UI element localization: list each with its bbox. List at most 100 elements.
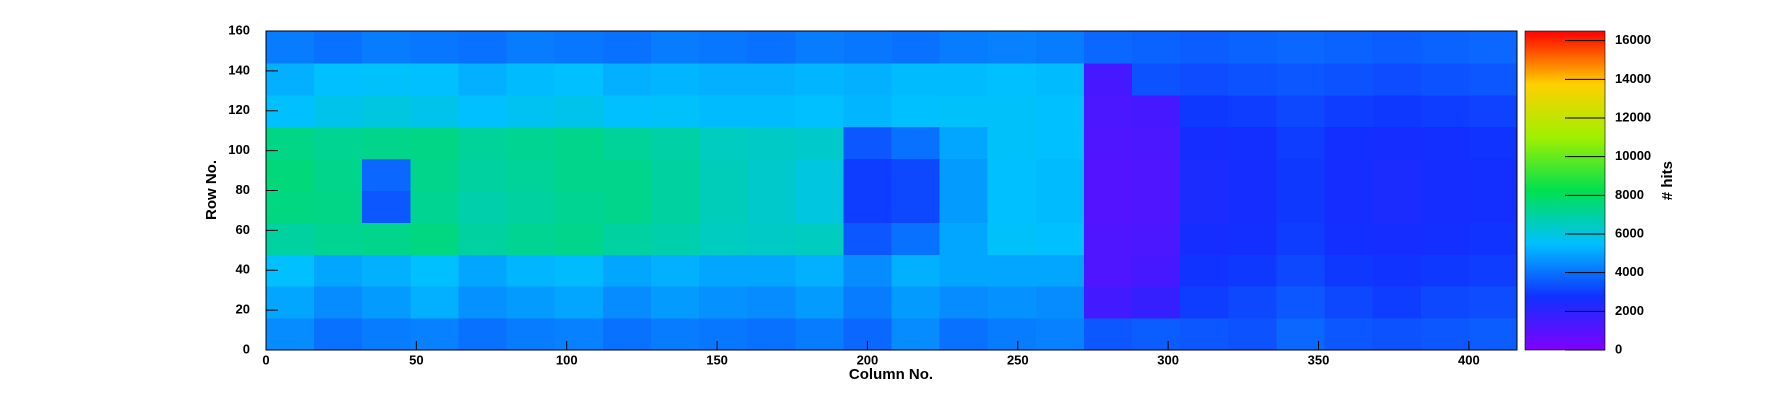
heatmap-cell xyxy=(266,318,315,351)
heatmap-cell xyxy=(891,286,941,319)
heatmap-cell xyxy=(795,190,844,223)
heatmap-cell xyxy=(1180,62,1229,96)
heatmap-cell xyxy=(410,318,459,351)
y-tick-label: 60 xyxy=(236,222,250,237)
x-tick-label: 0 xyxy=(262,352,269,367)
heatmap-cell xyxy=(1468,286,1518,319)
heatmap-cell xyxy=(1228,31,1277,64)
heatmap-cell xyxy=(1083,286,1133,319)
colorbar-tick-label: 0 xyxy=(1615,341,1622,356)
heatmap-cell xyxy=(362,254,411,287)
heatmap-cell xyxy=(266,222,315,255)
heatmap-cell xyxy=(554,286,604,319)
heatmap-cell xyxy=(1372,318,1422,351)
heatmap-cell xyxy=(1372,62,1422,96)
y-tick-label: 160 xyxy=(228,22,250,37)
x-tick-label: 300 xyxy=(1157,352,1179,367)
heatmap-cell xyxy=(1276,222,1326,255)
heatmap-cell xyxy=(1468,158,1518,191)
heatmap-cell xyxy=(795,318,844,351)
heatmap-cell xyxy=(1468,94,1518,128)
y-axis-label: Row No. xyxy=(203,160,220,220)
heatmap-cell xyxy=(1324,94,1374,128)
heatmap-cell xyxy=(699,158,748,191)
heatmap-cell xyxy=(602,254,652,287)
heatmap-cell xyxy=(314,94,363,128)
heatmap-cell xyxy=(1420,190,1470,223)
heatmap-cell xyxy=(458,254,508,287)
heatmap-cell xyxy=(699,222,748,255)
heatmap-cell xyxy=(410,126,459,160)
heatmap-cell xyxy=(843,126,892,160)
heatmap-cell xyxy=(843,286,892,319)
heatmap-cell xyxy=(1420,126,1470,160)
heatmap-cell xyxy=(699,94,748,128)
heatmap-cell xyxy=(410,62,459,96)
heatmap-cell xyxy=(1324,222,1374,255)
x-tick-label: 400 xyxy=(1458,352,1480,367)
heatmap-cell xyxy=(266,190,315,223)
heatmap-cell xyxy=(1035,62,1085,96)
heatmap-cell xyxy=(602,222,652,255)
heatmap-cell xyxy=(1035,158,1085,191)
heatmap-cell xyxy=(1468,31,1518,64)
heatmap-cell xyxy=(1180,318,1229,351)
heatmap-cell xyxy=(1276,31,1326,64)
heatmap-cell xyxy=(891,31,941,64)
heatmap-cell xyxy=(1468,190,1518,223)
heatmap-cell xyxy=(1468,318,1518,351)
heatmap-cell xyxy=(1180,94,1229,128)
heatmap-cell xyxy=(650,318,700,351)
heatmap-cell xyxy=(410,286,459,319)
heatmap-cell xyxy=(987,62,1037,96)
heatmap-cell xyxy=(554,126,604,160)
heatmap-cell xyxy=(554,94,604,128)
heatmap-cell xyxy=(266,126,315,160)
heatmap-cell xyxy=(1228,222,1277,255)
heatmap-cell xyxy=(1132,62,1181,96)
heatmap-cell xyxy=(1228,126,1277,160)
heatmap-cell xyxy=(1372,190,1422,223)
heatmap-cell xyxy=(362,62,411,96)
heatmap-cell xyxy=(554,254,604,287)
heatmap-cell xyxy=(891,126,941,160)
heatmap-cell xyxy=(458,222,508,255)
heatmap-cell xyxy=(602,318,652,351)
heatmap-cell xyxy=(410,254,459,287)
heatmap-cell xyxy=(987,254,1037,287)
heatmap-cell xyxy=(939,190,989,223)
heatmap-cell xyxy=(1132,190,1181,223)
heatmap-cell xyxy=(1180,286,1229,319)
heatmap-cell xyxy=(987,94,1037,128)
heatmap-cell xyxy=(1420,62,1470,96)
heatmap-cell xyxy=(554,318,604,351)
heatmap-cell xyxy=(506,190,556,223)
heatmap-cell xyxy=(1132,94,1181,128)
heatmap-cell xyxy=(1132,318,1181,351)
heatmap-cell xyxy=(1228,94,1277,128)
heatmap-cell xyxy=(1324,286,1374,319)
heatmap-cell xyxy=(1468,126,1518,160)
y-tick-label: 20 xyxy=(236,302,250,317)
heatmap-cell xyxy=(1276,94,1326,128)
heatmap-cell xyxy=(987,126,1037,160)
heatmap-cell xyxy=(1035,190,1085,223)
heatmap-cell xyxy=(987,318,1037,351)
heatmap-cell xyxy=(1228,190,1277,223)
heatmap-cell xyxy=(506,254,556,287)
x-tick-label: 200 xyxy=(857,352,879,367)
heatmap-cell xyxy=(506,62,556,96)
heatmap-cell xyxy=(266,286,315,319)
heatmap-cell xyxy=(987,31,1037,64)
heatmap-cell xyxy=(987,190,1037,223)
x-tick-label: 350 xyxy=(1308,352,1330,367)
heatmap-cell xyxy=(314,62,363,96)
heatmap-cell xyxy=(410,31,459,64)
heatmap-cell xyxy=(602,190,652,223)
heatmap-cell xyxy=(1324,318,1374,351)
heatmap-cell xyxy=(266,31,315,64)
heatmap-cell xyxy=(1420,286,1470,319)
heatmap-cell xyxy=(1420,158,1470,191)
heatmap-cell xyxy=(1083,318,1133,351)
x-axis-label: Column No. xyxy=(849,366,933,383)
